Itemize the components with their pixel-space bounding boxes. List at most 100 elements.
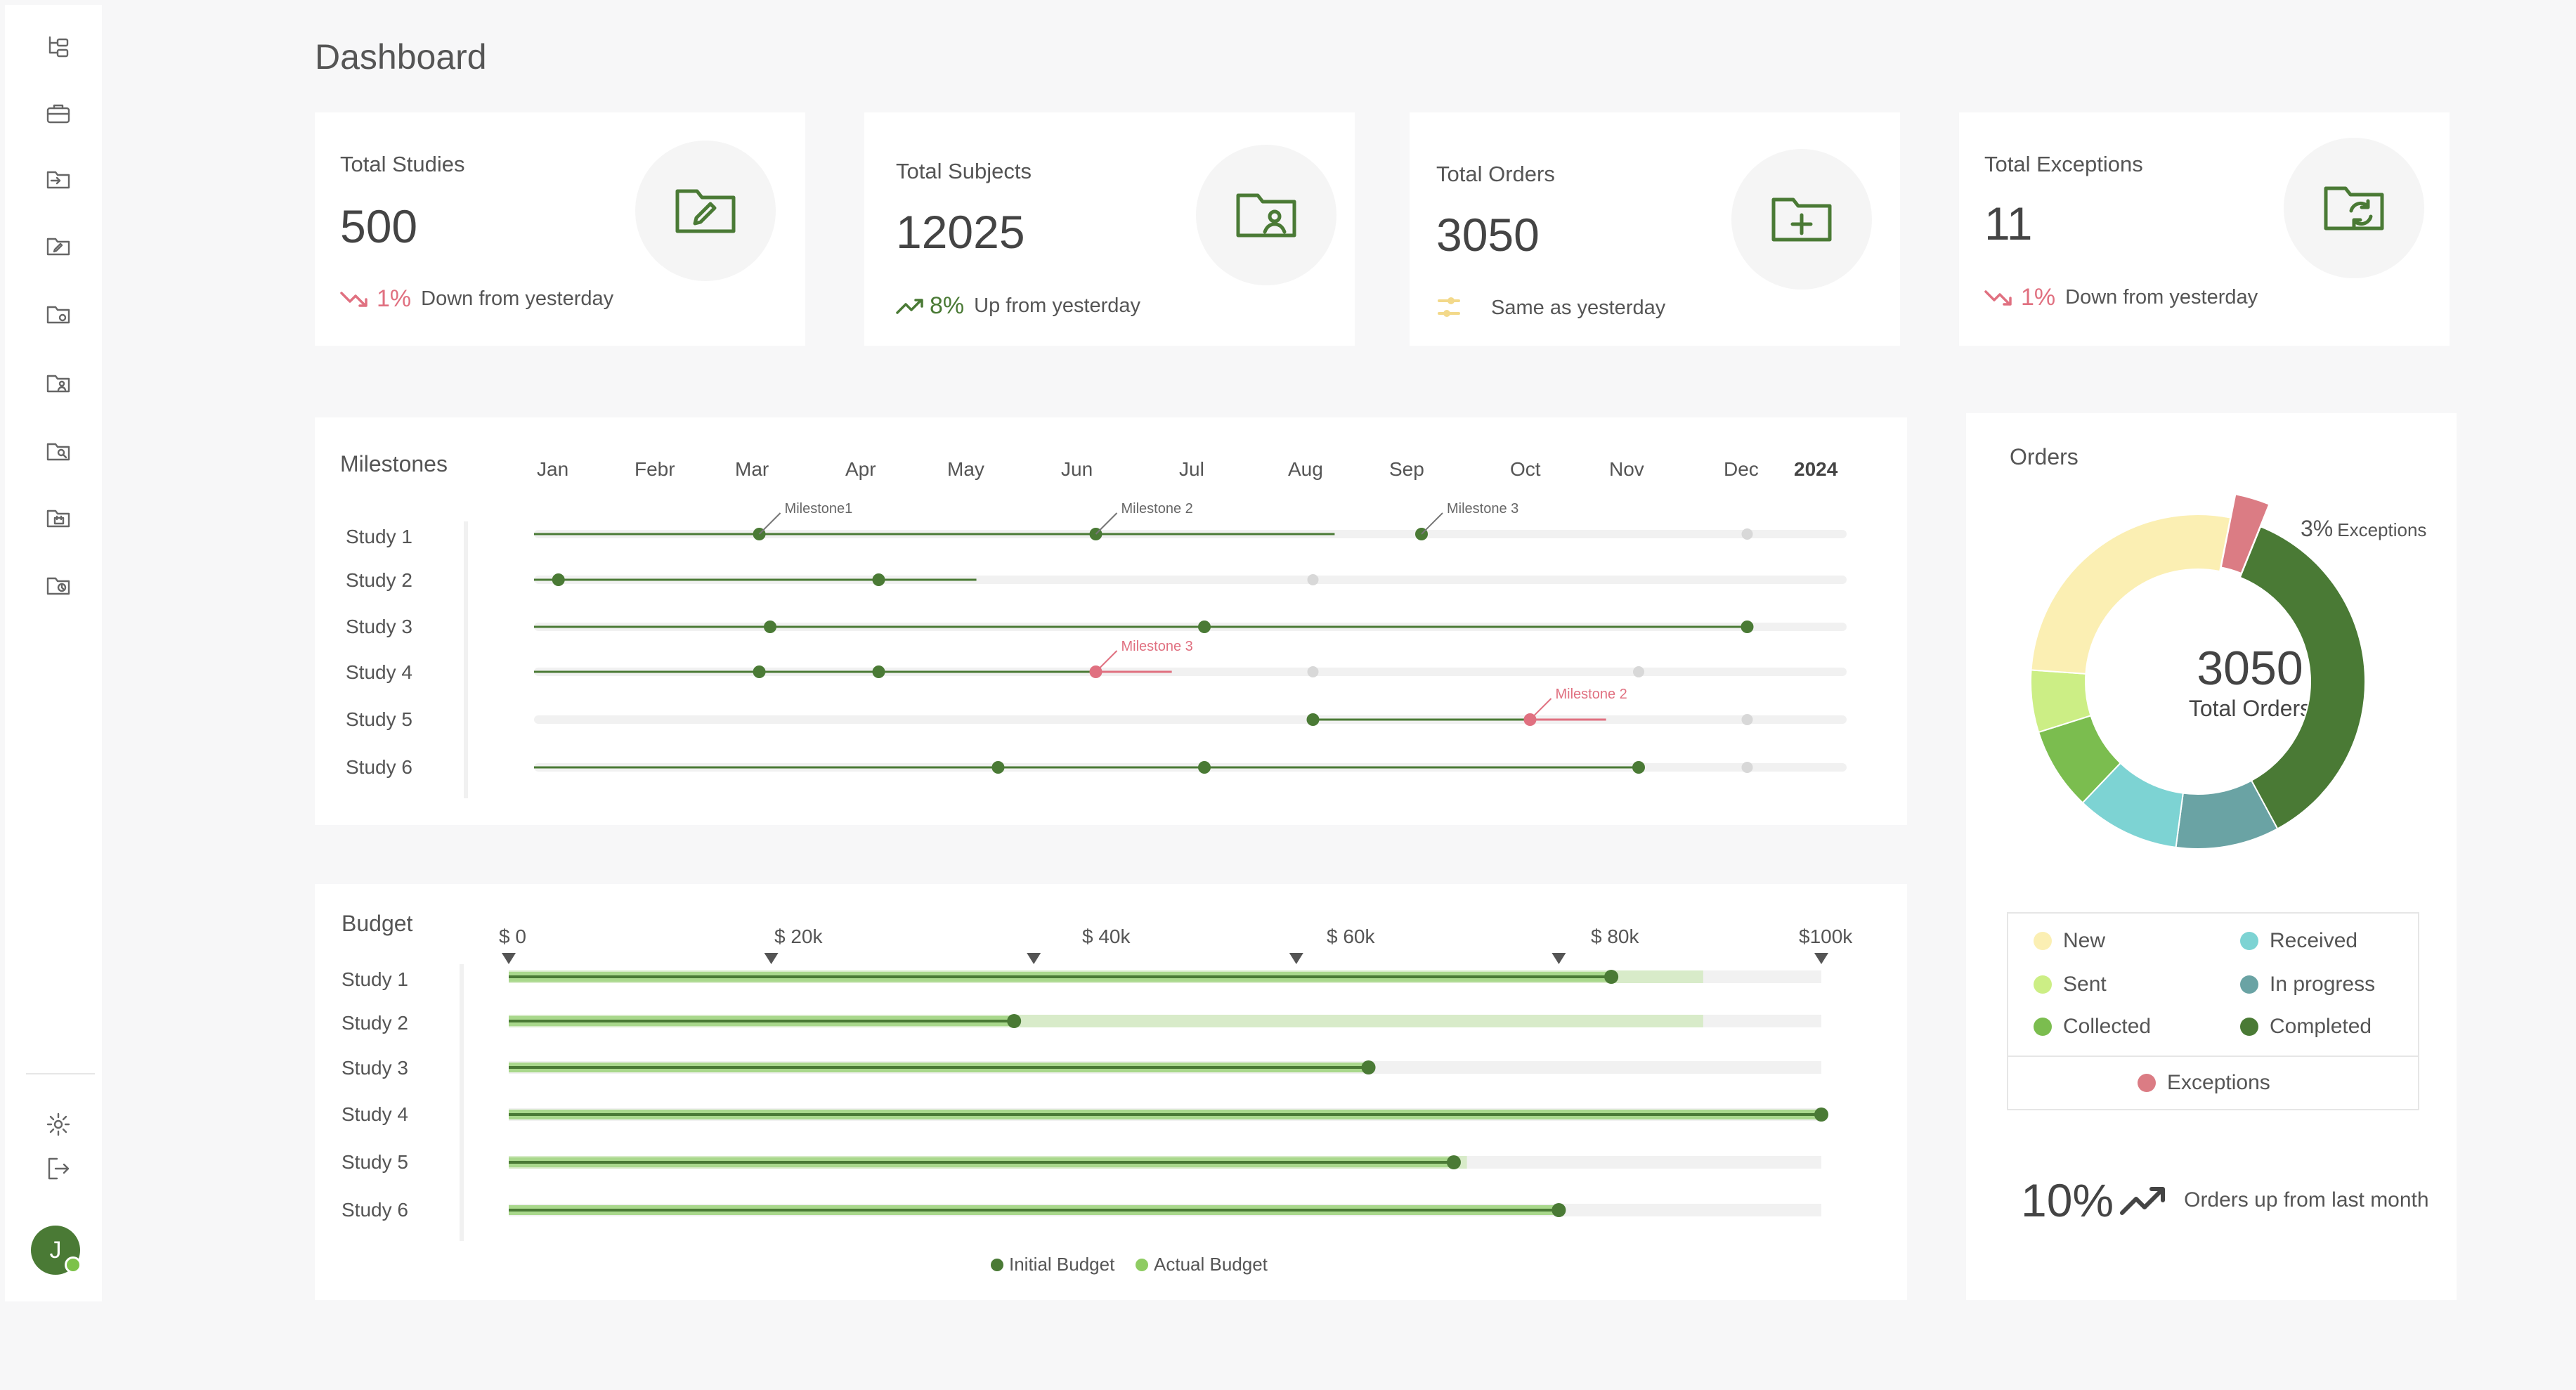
exceptions-callout: 3% Exceptions bbox=[2301, 516, 2426, 542]
milestone-point bbox=[872, 665, 885, 678]
avatar[interactable]: J bbox=[31, 1226, 82, 1275]
legend-swatch bbox=[2240, 975, 2258, 994]
milestone-annotation-label: Milestone1 bbox=[785, 501, 853, 517]
milestone-annotation-leader bbox=[1095, 512, 1118, 535]
budget-card bbox=[315, 884, 1907, 1300]
legend-item-in-progress[interactable]: In progress bbox=[2240, 973, 2375, 996]
milestone-row-label[interactable]: Study 3 bbox=[346, 616, 412, 637]
budget-tick-label: $ 40k bbox=[1082, 925, 1131, 947]
kpi-card-total-studies: Total Studies 500 1% Down from yesterday bbox=[315, 112, 805, 346]
legend-swatch bbox=[1136, 1258, 1148, 1271]
budget-row-label[interactable]: Study 4 bbox=[341, 1103, 408, 1125]
logout-icon[interactable] bbox=[44, 1155, 72, 1183]
milestones-axis bbox=[464, 521, 468, 798]
milestones-card bbox=[315, 417, 1907, 825]
donut-slice-new bbox=[2030, 514, 2232, 675]
budget-initial-point bbox=[1007, 1014, 1022, 1028]
kpi-trend: 1% Down from yesterday bbox=[1984, 284, 2258, 311]
budget-tick-marker bbox=[1289, 953, 1303, 964]
budget-tick-label: $ 0 bbox=[499, 925, 526, 947]
folder-import-icon[interactable] bbox=[44, 165, 72, 193]
legend-item-completed[interactable]: Completed bbox=[2240, 1015, 2372, 1039]
budget-row-label[interactable]: Study 6 bbox=[341, 1199, 408, 1221]
milestone-future-point bbox=[1633, 666, 1644, 677]
budget-tick-marker bbox=[1552, 953, 1566, 964]
legend-item-received[interactable]: Received bbox=[2240, 929, 2357, 953]
milestone-row-label[interactable]: Study 6 bbox=[346, 756, 412, 778]
kpi-trend: 8% Up from yesterday bbox=[896, 292, 1140, 320]
folder-settings-icon[interactable] bbox=[44, 300, 72, 328]
legend-swatch bbox=[2138, 1074, 2156, 1092]
orders-center-label: Total Orders bbox=[2188, 696, 2312, 721]
budget-tick-label: $ 80k bbox=[1591, 925, 1639, 947]
budget-row-label[interactable]: Study 3 bbox=[341, 1057, 408, 1079]
milestone-point bbox=[1306, 713, 1320, 726]
budget-initial-point bbox=[1604, 970, 1619, 984]
donut-slice-completed bbox=[2239, 526, 2367, 830]
milestone-point bbox=[1198, 621, 1211, 633]
orders-center-value: 3050 bbox=[2197, 642, 2303, 695]
legend-item-sent[interactable]: Sent bbox=[2034, 973, 2107, 996]
budget-row-label[interactable]: Study 1 bbox=[341, 968, 408, 990]
milestone-point bbox=[1198, 761, 1211, 774]
folder-search-icon[interactable] bbox=[44, 437, 72, 465]
budget-initial-point bbox=[1361, 1060, 1376, 1074]
trend-up-icon bbox=[896, 298, 923, 314]
legend-item-exceptions[interactable]: Exceptions bbox=[2138, 1071, 2270, 1095]
folder-user-icon[interactable] bbox=[44, 369, 72, 397]
trend-down-icon bbox=[1984, 290, 2012, 306]
budget-legend-initial[interactable]: Initial Budget bbox=[991, 1254, 1114, 1275]
folder-calendar-icon[interactable] bbox=[44, 504, 72, 532]
legend-item-collected[interactable]: Collected bbox=[2034, 1015, 2151, 1039]
budget-row-label[interactable]: Study 5 bbox=[341, 1151, 408, 1173]
legend-swatch bbox=[2034, 975, 2052, 994]
month-label: Aug bbox=[1288, 458, 1323, 480]
trend-same-icon bbox=[1438, 297, 1460, 317]
gear-icon[interactable] bbox=[44, 1110, 72, 1138]
milestone-future-point bbox=[1307, 574, 1319, 585]
legend-label: Exceptions bbox=[2167, 1071, 2270, 1094]
kpi-label: Total Exceptions bbox=[1984, 152, 2143, 176]
legend-label: In progress bbox=[2270, 973, 2376, 996]
avatar-initial: J bbox=[49, 1236, 62, 1264]
budget-legend-actual[interactable]: Actual Budget bbox=[1136, 1254, 1268, 1275]
budget-initial-point bbox=[1814, 1108, 1828, 1122]
kpi-card-total-exceptions: Total Exceptions 11 1% Down from yesterd… bbox=[1959, 112, 2450, 346]
folder-edit-icon[interactable] bbox=[44, 232, 72, 260]
month-label: Apr bbox=[845, 458, 876, 480]
month-label: May bbox=[947, 458, 984, 480]
budget-row-label[interactable]: Study 2 bbox=[341, 1012, 408, 1034]
folder-sync-icon bbox=[2284, 138, 2424, 278]
milestone-row-label[interactable]: Study 1 bbox=[346, 526, 412, 547]
milestone-track bbox=[534, 715, 1847, 724]
folder-clock-icon[interactable] bbox=[44, 571, 72, 599]
milestone-future-point bbox=[1741, 762, 1753, 773]
milestone-future-point bbox=[1741, 528, 1753, 540]
legend-label: Actual Budget bbox=[1154, 1254, 1268, 1275]
orders-month-trend: 10% Orders up from last month bbox=[2021, 1174, 2429, 1227]
briefcase-icon[interactable] bbox=[44, 100, 72, 128]
milestone-track bbox=[534, 576, 1847, 584]
milestone-row-label[interactable]: Study 5 bbox=[346, 708, 412, 730]
kpi-value: 500 bbox=[340, 200, 418, 252]
kpi-trend-text: Up from yesterday bbox=[974, 294, 1141, 317]
month-label: Febr bbox=[635, 458, 675, 480]
kpi-trend-text: Down from yesterday bbox=[2065, 286, 2258, 308]
milestone-point bbox=[753, 665, 766, 678]
milestone-annotation-leader bbox=[1421, 512, 1443, 535]
milestone-annotation-leader bbox=[758, 512, 781, 535]
milestone-row-label[interactable]: Study 4 bbox=[346, 661, 412, 683]
legend-item-new[interactable]: New bbox=[2034, 929, 2105, 953]
milestone-annotation-label: Milestone 3 bbox=[1447, 501, 1518, 517]
budget-tick-label: $ 20k bbox=[774, 925, 823, 947]
hierarchy-icon[interactable] bbox=[44, 33, 72, 61]
milestone-row-label[interactable]: Study 2 bbox=[346, 569, 412, 591]
legend-swatch bbox=[991, 1258, 1003, 1271]
trend-down-icon bbox=[340, 291, 367, 307]
sidebar-divider bbox=[26, 1073, 95, 1074]
milestone-point bbox=[1632, 761, 1645, 774]
folder-edit-icon bbox=[635, 141, 776, 281]
milestones-title: Milestones bbox=[340, 451, 448, 476]
month-label: Nov bbox=[1609, 458, 1644, 480]
